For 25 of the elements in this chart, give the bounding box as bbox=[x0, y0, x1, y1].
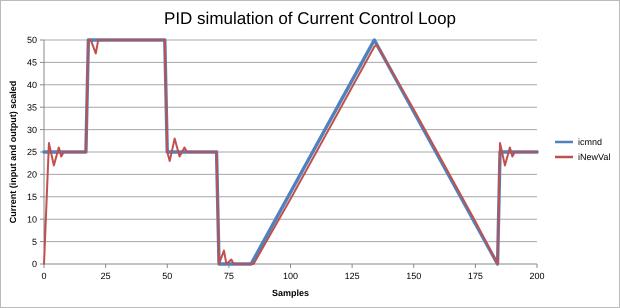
x-tick-label: 75 bbox=[224, 271, 234, 281]
x-tick-label: 175 bbox=[468, 271, 483, 281]
x-tick-label: 0 bbox=[41, 271, 47, 281]
legend-label: iNewVal bbox=[578, 152, 610, 162]
x-tick-label: 25 bbox=[100, 271, 111, 281]
x-tick-label: 50 bbox=[162, 271, 172, 281]
chart-title: PID simulation of Current Control Loop bbox=[164, 9, 456, 28]
y-tick-label: 20 bbox=[26, 170, 37, 180]
y-tick-label: 50 bbox=[26, 35, 37, 46]
y-tick-label: 10 bbox=[26, 214, 37, 224]
x-axis-title: Samples bbox=[272, 288, 310, 298]
x-tick-label: 125 bbox=[344, 271, 360, 281]
x-tick-label: 150 bbox=[406, 271, 422, 281]
y-tick-label: 45 bbox=[26, 58, 37, 68]
x-tick-label: 100 bbox=[282, 271, 298, 281]
x-tick-label: 200 bbox=[529, 271, 545, 281]
y-tick-label: 30 bbox=[26, 124, 37, 135]
y-tick-label: 25 bbox=[26, 147, 37, 158]
y-tick-label: 40 bbox=[26, 80, 37, 90]
y-tick-label: 15 bbox=[26, 192, 37, 202]
legend-label: icmnd bbox=[578, 137, 602, 148]
y-tick-label: 5 bbox=[32, 236, 37, 247]
y-axis-title: Current (input and output) scaled bbox=[8, 80, 18, 224]
y-tick-label: 35 bbox=[26, 102, 37, 112]
y-tick-label: 0 bbox=[32, 259, 37, 270]
